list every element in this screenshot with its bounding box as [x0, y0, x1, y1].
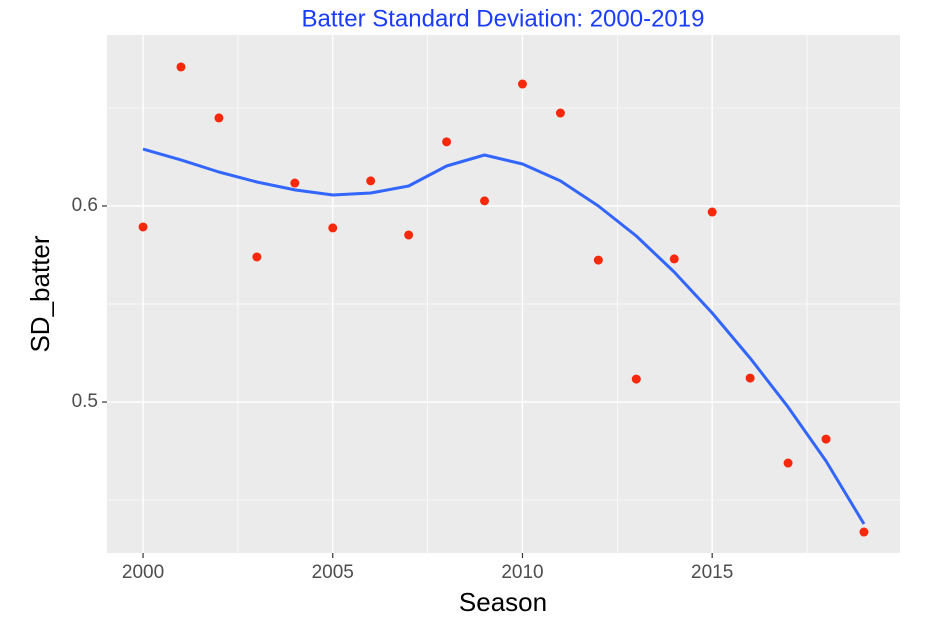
- point: [252, 252, 262, 262]
- point: [480, 196, 490, 206]
- point: [176, 62, 186, 72]
- point: [783, 458, 793, 468]
- x-tick-label: 2000: [122, 562, 164, 583]
- y-tick-label: 0.6: [72, 195, 98, 216]
- y-tick-label: 0.5: [72, 391, 98, 412]
- point: [214, 113, 224, 123]
- smooth-line: [142, 147, 866, 525]
- point: [290, 178, 300, 188]
- point: [669, 254, 679, 264]
- panel: [107, 35, 900, 553]
- point: [517, 79, 527, 89]
- chart-title: Batter Standard Deviation: 2000-2019: [302, 5, 705, 32]
- point: [821, 434, 831, 444]
- x-tick-label: 2015: [691, 562, 733, 583]
- point: [366, 176, 376, 186]
- x-tick-label: 2010: [501, 562, 543, 583]
- y-axis-label: SD_batter: [25, 235, 55, 352]
- point: [593, 255, 603, 265]
- point: [859, 527, 869, 537]
- x-axis-label: Season: [459, 587, 547, 617]
- point: [631, 374, 641, 384]
- point: [555, 108, 565, 118]
- point: [404, 230, 414, 240]
- point: [442, 137, 452, 147]
- point: [745, 373, 755, 383]
- point: [328, 223, 338, 233]
- point: [138, 222, 148, 232]
- point: [707, 207, 717, 217]
- x-tick-label: 2005: [312, 562, 354, 583]
